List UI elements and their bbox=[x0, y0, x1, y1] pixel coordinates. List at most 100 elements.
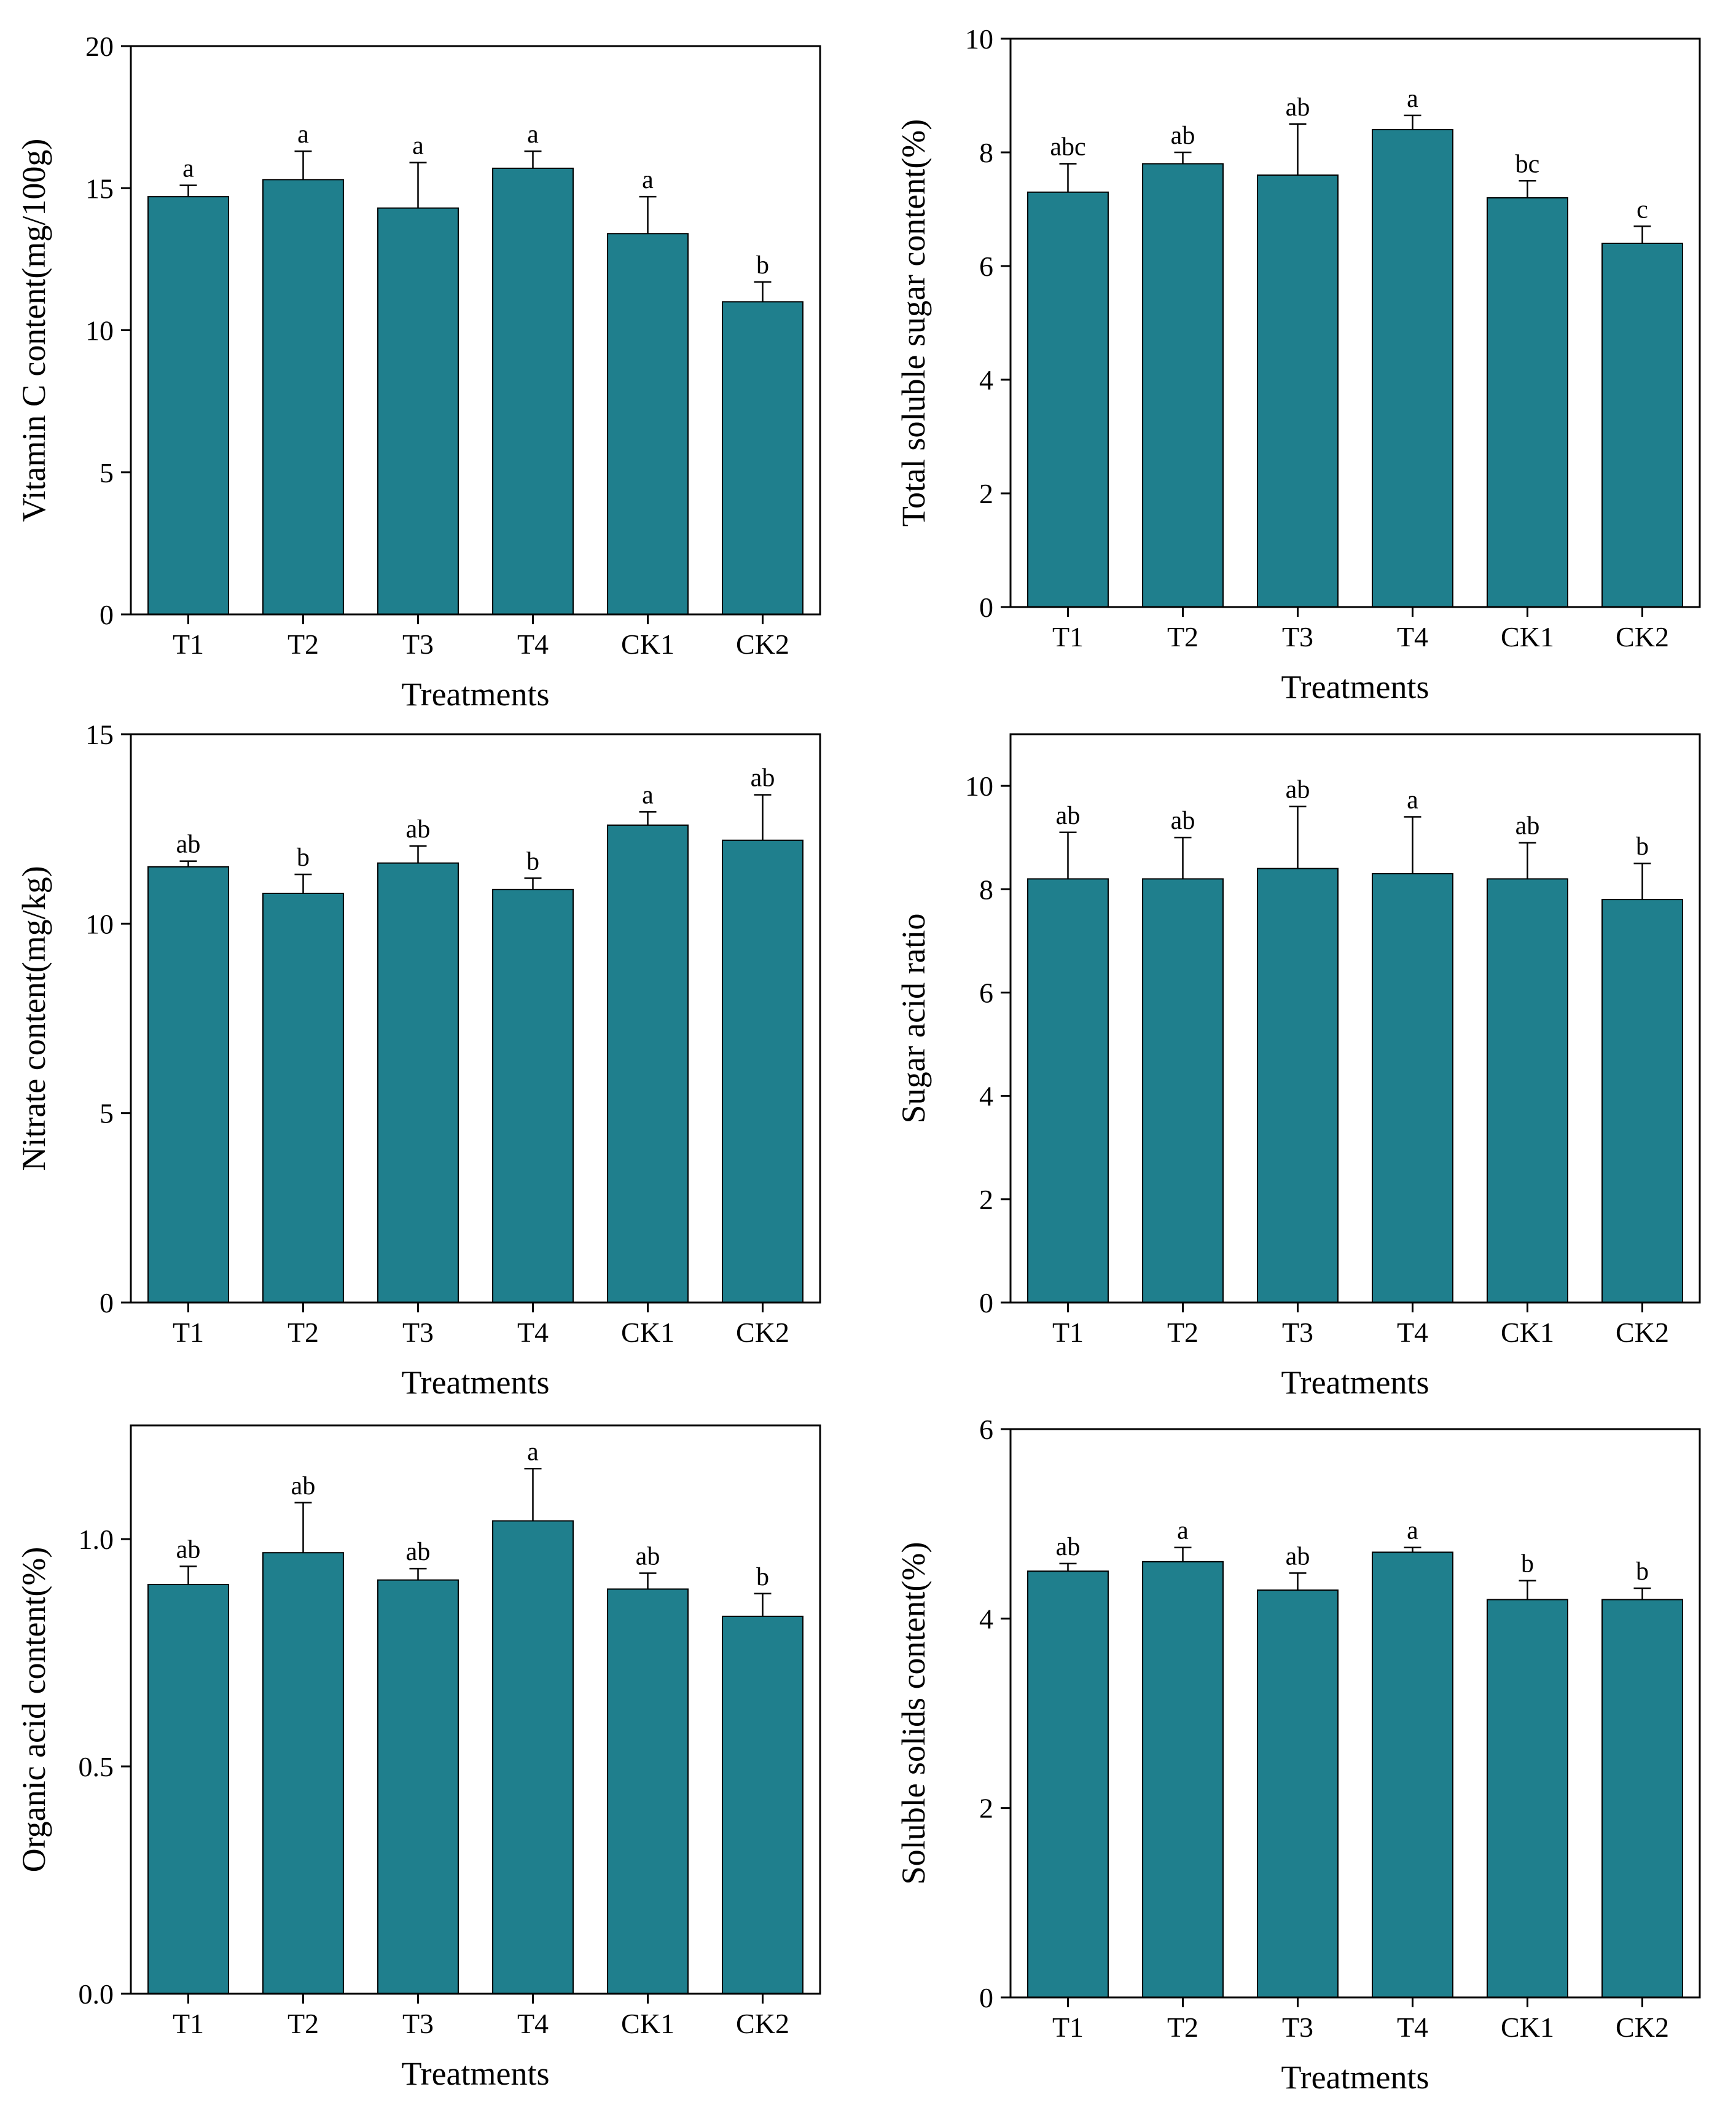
significance-label: c bbox=[1636, 195, 1648, 224]
significance-label: a bbox=[297, 120, 309, 149]
bar bbox=[1601, 899, 1683, 1304]
y-tick-label: 20 bbox=[85, 31, 114, 62]
chart-panel-6: ab T1 a T2 ab T3 a T4 b CK1 b CK2 0 2 4 6 Treatments Solu… bbox=[895, 1414, 1701, 2096]
bar bbox=[377, 1579, 459, 1995]
bar bbox=[262, 893, 344, 1303]
y-tick-label: 6 bbox=[979, 977, 993, 1008]
y-axis-title: Soluble solids content(%) bbox=[895, 1542, 932, 1885]
bar bbox=[1027, 1570, 1109, 1998]
chart-panel-1: a T1 a T2 a T3 a T4 a CK1 b CK2 0 5 10 15 20 Treatments Vi… bbox=[15, 31, 821, 713]
significance-label: ab bbox=[176, 831, 201, 859]
bar bbox=[492, 167, 574, 615]
bar bbox=[377, 207, 459, 615]
significance-label: ab bbox=[291, 1472, 316, 1500]
bar bbox=[147, 1584, 229, 1994]
significance-label: ab bbox=[1171, 122, 1195, 150]
y-tick-label: 2 bbox=[979, 1184, 993, 1215]
x-tick-label: T3 bbox=[402, 629, 434, 660]
bar bbox=[492, 888, 574, 1304]
x-axis-title: Treatments bbox=[402, 1364, 550, 1401]
bar bbox=[607, 233, 689, 615]
x-tick-label: CK2 bbox=[736, 629, 789, 660]
x-tick-label: T2 bbox=[1167, 2012, 1198, 2043]
bar bbox=[1372, 129, 1453, 608]
bar bbox=[377, 862, 459, 1303]
x-axis-title: Treatments bbox=[402, 676, 550, 713]
bar bbox=[1487, 197, 1568, 608]
bar bbox=[1372, 873, 1453, 1303]
y-tick-label: 15 bbox=[85, 719, 114, 750]
x-tick-label: T1 bbox=[173, 2008, 204, 2039]
significance-label: ab bbox=[1286, 776, 1310, 804]
y-tick-label: 2 bbox=[979, 478, 993, 509]
x-tick-label: T2 bbox=[1167, 621, 1198, 652]
y-tick-label: 4 bbox=[979, 364, 993, 396]
plot-frame bbox=[1009, 733, 1701, 1304]
x-axis-title: Treatments bbox=[402, 2055, 550, 2092]
bar bbox=[1487, 878, 1568, 1304]
x-tick-label: T4 bbox=[517, 1317, 549, 1348]
y-tick-label: 0.5 bbox=[79, 1751, 114, 1782]
plot-frame bbox=[130, 45, 821, 616]
y-tick-label: 0 bbox=[979, 1982, 993, 2013]
significance-label: ab bbox=[1515, 812, 1540, 841]
significance-label: abc bbox=[1050, 133, 1085, 162]
significance-label: a bbox=[412, 132, 424, 160]
significance-label: ab bbox=[751, 764, 775, 793]
significance-label: b bbox=[526, 847, 539, 876]
significance-label: ab bbox=[1056, 1533, 1081, 1561]
significance-label: b bbox=[1636, 1558, 1649, 1586]
x-tick-label: T1 bbox=[1052, 2012, 1084, 2043]
x-tick-label: T2 bbox=[1167, 1317, 1198, 1348]
bar bbox=[1257, 868, 1339, 1303]
bar bbox=[1142, 163, 1224, 608]
significance-label: ab bbox=[176, 1535, 201, 1564]
x-tick-label: T1 bbox=[173, 1317, 204, 1348]
y-tick-label: 0.0 bbox=[79, 1978, 114, 2010]
bar bbox=[1601, 1599, 1683, 1998]
significance-label: bc bbox=[1515, 150, 1540, 178]
x-axis-title: Treatments bbox=[1281, 1364, 1429, 1401]
x-tick-label: T4 bbox=[517, 629, 549, 660]
bar bbox=[1601, 243, 1683, 608]
x-tick-label: T4 bbox=[517, 2008, 549, 2039]
x-tick-label: T3 bbox=[1282, 1317, 1313, 1348]
bar bbox=[607, 1588, 689, 1994]
significance-label: a bbox=[642, 166, 654, 194]
x-tick-label: T4 bbox=[1397, 2012, 1428, 2043]
significance-label: ab bbox=[1286, 93, 1310, 122]
plot-frame bbox=[1009, 37, 1701, 608]
y-tick-label: 0 bbox=[979, 1287, 993, 1319]
y-axis-title: Vitamin C content(mg/100g) bbox=[15, 139, 52, 522]
significance-label: b bbox=[756, 251, 769, 280]
bar bbox=[1027, 191, 1109, 608]
bar bbox=[607, 825, 689, 1303]
bar bbox=[722, 301, 803, 615]
x-axis-title: Treatments bbox=[1281, 668, 1429, 705]
x-tick-label: T3 bbox=[1282, 2012, 1313, 2043]
y-tick-label: 4 bbox=[979, 1603, 993, 1634]
significance-label: b bbox=[756, 1563, 769, 1591]
significance-label: a bbox=[527, 1438, 539, 1466]
bar bbox=[1257, 1589, 1339, 1998]
bar bbox=[147, 196, 229, 615]
y-tick-label: 1.0 bbox=[79, 1524, 114, 1555]
significance-label: ab bbox=[1171, 807, 1195, 835]
significance-label: ab bbox=[406, 815, 431, 844]
bar bbox=[722, 839, 803, 1303]
plot-frame bbox=[1009, 1428, 1701, 1999]
y-tick-label: 5 bbox=[100, 457, 114, 488]
x-tick-label: T3 bbox=[402, 2008, 434, 2039]
y-tick-label: 6 bbox=[979, 251, 993, 282]
y-axis-title: Organic acid content(%) bbox=[15, 1547, 52, 1873]
x-tick-label: CK1 bbox=[621, 2008, 674, 2039]
bar bbox=[1027, 878, 1109, 1304]
bar bbox=[262, 179, 344, 615]
significance-label: b bbox=[1636, 833, 1649, 861]
x-tick-label: T2 bbox=[287, 1317, 319, 1348]
x-tick-label: CK1 bbox=[1501, 621, 1554, 652]
bar bbox=[262, 1552, 344, 1994]
x-tick-label: T1 bbox=[1052, 1317, 1084, 1348]
y-axis-title: Sugar acid ratio bbox=[895, 914, 932, 1124]
